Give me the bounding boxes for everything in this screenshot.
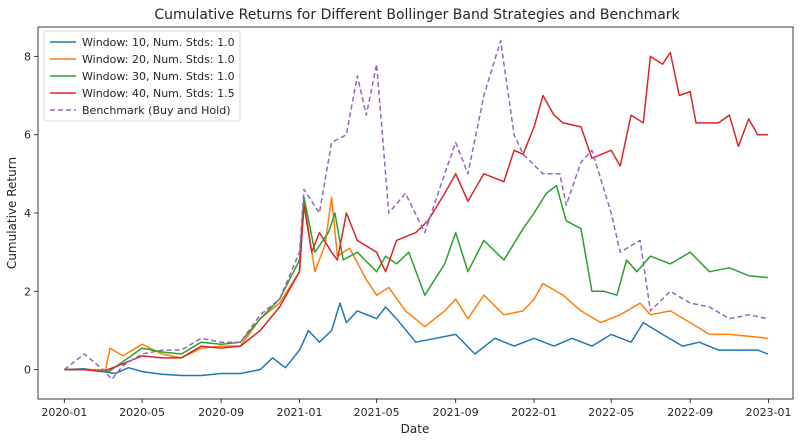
series-line-2 [64,196,768,371]
legend-box [43,30,241,122]
legend-label: Benchmark (Buy and Hold) [82,104,231,117]
series-line-1 [64,302,769,377]
y-tick-label: 4 [24,207,31,220]
series-line-4 [64,51,768,373]
x-tick-label: 2023-01 [746,406,792,419]
y-tick-label: 2 [24,285,31,298]
x-tick-label: 2021-09 [433,406,479,419]
legend-label: Window: 30, Num. Stds: 1.0 [82,70,235,83]
y-axis-label: Cumulative Return [5,157,19,269]
x-tick-label: 2021-01 [277,406,323,419]
legend-label: Window: 40, Num. Stds: 1.5 [82,87,235,100]
x-tick-label: 2022-09 [667,406,713,419]
series-lines [63,39,769,381]
x-axis-label: Date [401,422,430,436]
y-tick-label: 0 [24,364,31,377]
x-tick-label: 2022-05 [588,406,634,419]
series-line-5 [63,39,769,381]
y-tick-label: 6 [24,129,31,142]
legend-label: Window: 20, Num. Stds: 1.0 [82,53,235,66]
x-tick-label: 2020-05 [119,406,165,419]
legend: Window: 10, Num. Stds: 1.0 Window: 20, Nu… [43,30,241,122]
x-tick-label: 2022-01 [511,406,557,419]
x-axis: 2020-01 2020-05 2020-09 2021-01 2021-05 2021-… [41,399,792,419]
series-line-3 [64,184,768,373]
x-tick-label: 2020-01 [41,406,87,419]
y-axis: 0 2 4 6 8 [24,50,38,377]
x-tick-label: 2020-09 [198,406,244,419]
chart-title: Cumulative Returns for Different Bolling… [154,7,680,23]
y-tick-label: 8 [24,50,31,63]
x-tick-label: 2021-05 [354,406,400,419]
legend-label: Window: 10, Num. Stds: 1.0 [82,36,235,49]
